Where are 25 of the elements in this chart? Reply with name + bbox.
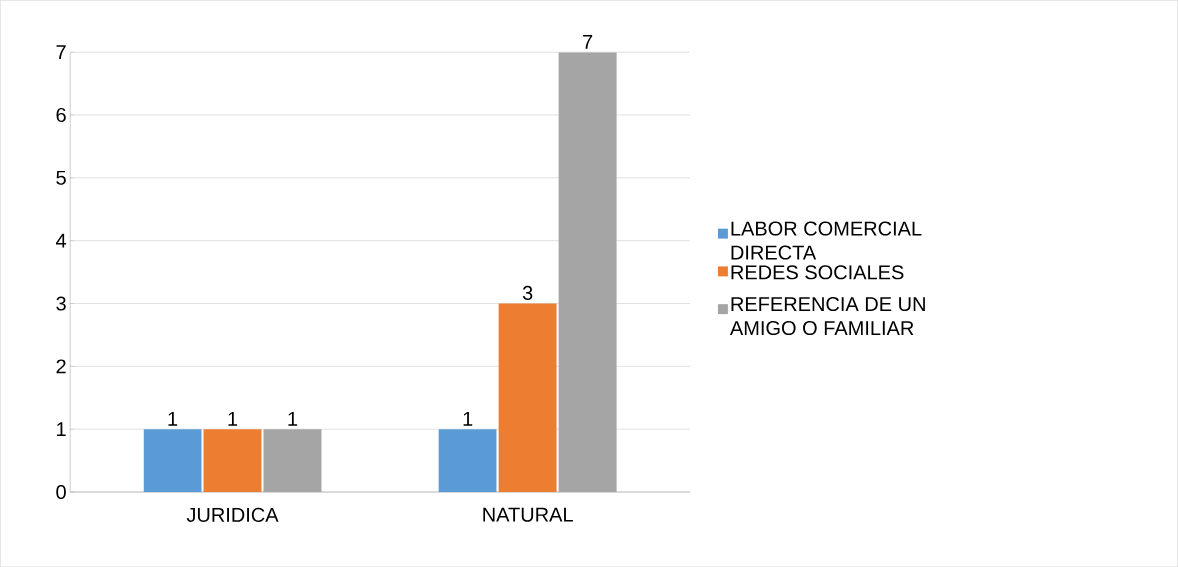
y-tick-label: 3	[56, 296, 66, 311]
data-label: 1	[463, 411, 473, 426]
y-tick-label: 1	[57, 422, 66, 436]
legend-label: REDES SOCIALES	[731, 265, 904, 280]
bar	[203, 429, 262, 492]
data-label: 1	[228, 411, 238, 426]
x-tick-label: JURIDICA	[186, 507, 279, 522]
y-tick-label: 7	[56, 45, 66, 59]
data-label: 7	[583, 34, 593, 49]
bar	[498, 303, 557, 492]
x-tick-label: NATURAL	[483, 507, 573, 522]
y-tick-label: 2	[56, 359, 66, 374]
legend-label: REFERENCIA DE UN AMIGO O FAMILIAR	[729, 296, 925, 336]
bar	[263, 429, 322, 492]
y-tick-label: 5	[56, 170, 66, 185]
bar	[558, 52, 617, 492]
y-tick-label: 4	[55, 233, 67, 248]
data-label: 1	[168, 411, 178, 426]
data-label: 3	[522, 285, 533, 300]
bar	[143, 429, 202, 492]
y-tick-label: 0	[56, 484, 66, 499]
legend-label: LABOR COMERCIAL DIRECTA	[731, 221, 922, 260]
y-tick-label: 6	[56, 107, 66, 122]
bar	[438, 429, 497, 492]
data-label: 1	[288, 411, 298, 426]
